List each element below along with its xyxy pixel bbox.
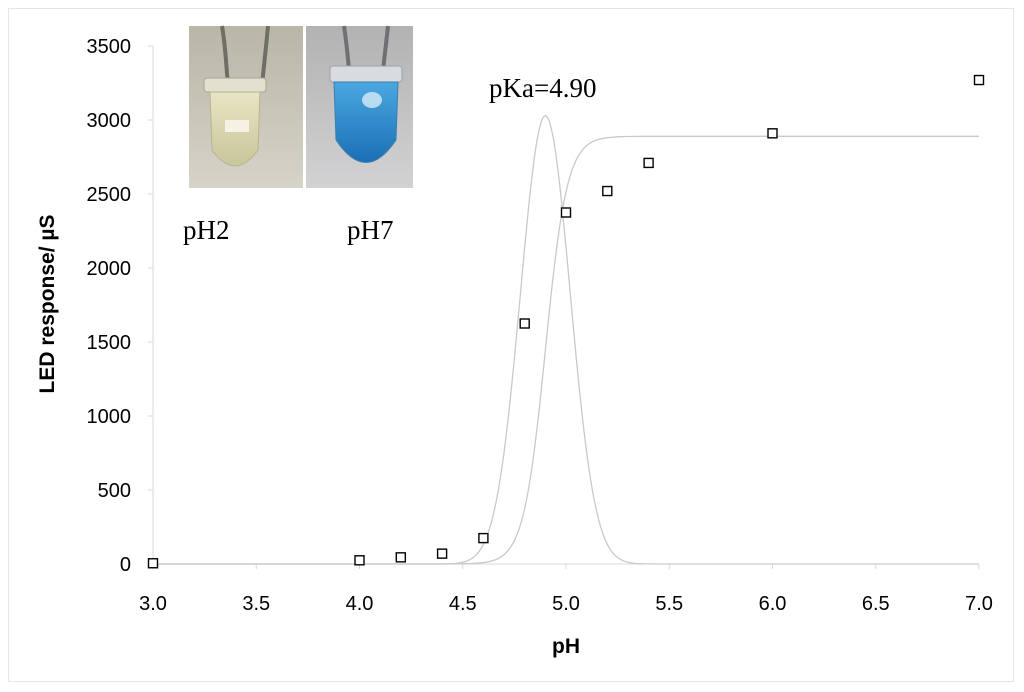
x-tick-label: 4.0 xyxy=(346,593,374,615)
y-axis-title: LED response/ µS xyxy=(36,215,59,394)
x-tick-label: 7.0 xyxy=(965,593,993,615)
y-tick-label: 3500 xyxy=(87,36,132,58)
axes: 3.0 3.5 4.0 4.5 5.0 5.5 6.0 6.5 7.0 0 500 1000 1500 2… xyxy=(87,36,993,615)
y-tick-label: 3000 xyxy=(87,110,132,132)
x-tick-label: 5.5 xyxy=(655,593,683,615)
data-point xyxy=(560,207,572,218)
data-point xyxy=(147,558,159,569)
x-tick-label: 6.0 xyxy=(759,593,787,615)
data-point xyxy=(436,548,448,559)
data-point xyxy=(395,552,406,563)
chart-frame xyxy=(8,8,1014,682)
x-tick-label: 3.0 xyxy=(139,593,167,615)
x-tick-label: 3.5 xyxy=(242,593,270,615)
data-point xyxy=(354,555,365,566)
data-point xyxy=(519,318,530,329)
photo-ph2 xyxy=(189,25,303,188)
data-point xyxy=(478,532,489,544)
inset-photos xyxy=(189,25,413,188)
photo-ph7 xyxy=(306,25,413,188)
data-point xyxy=(973,74,985,86)
y-tick-label: 1000 xyxy=(87,406,132,428)
data-point xyxy=(643,157,654,169)
inset-label-ph7: pH7 xyxy=(347,215,394,245)
x-tick-label: 4.5 xyxy=(449,593,477,615)
x-axis-title: pH xyxy=(552,635,580,658)
fitted-curves xyxy=(153,114,979,565)
y-tick-label: 500 xyxy=(98,480,131,502)
data-point xyxy=(602,185,613,197)
y-tick-label: 0 xyxy=(120,554,131,576)
pka-annotation: pKa=4.90 xyxy=(489,73,596,103)
data-point xyxy=(767,128,778,139)
y-tick-label: 2000 xyxy=(87,258,132,280)
sigmoid-fit-curve xyxy=(153,135,979,565)
x-tick-label: 6.5 xyxy=(862,593,890,615)
x-tick-label: 5.0 xyxy=(552,593,580,615)
y-tick-label: 2500 xyxy=(87,184,132,206)
data-points xyxy=(147,74,985,569)
derivative-peak-curve xyxy=(153,114,979,565)
inset-label-ph2: pH2 xyxy=(183,215,230,245)
y-tick-label: 1500 xyxy=(87,332,132,354)
